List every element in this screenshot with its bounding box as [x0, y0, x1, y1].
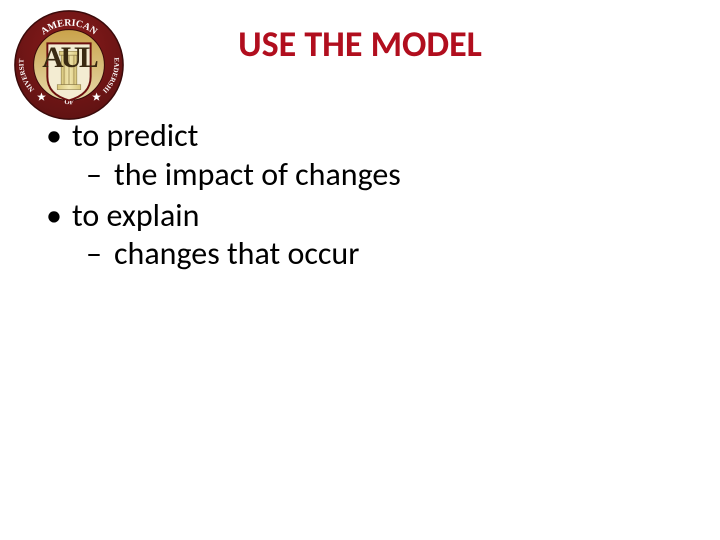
bullet-marker: • [46, 198, 72, 235]
bullet-item: • to predict [46, 118, 666, 155]
bullet-text: to explain [72, 198, 199, 235]
dash-marker: – [86, 157, 114, 194]
slide: AMERICAN UNIVERSITY LEADERSHIP OF [0, 0, 720, 540]
sub-text: the impact of changes [114, 157, 401, 194]
bullet-text: to predict [72, 118, 198, 155]
sub-text: changes that occur [114, 236, 359, 273]
bullet-marker: • [46, 118, 72, 155]
sub-item: – changes that occur [86, 236, 666, 273]
dash-marker: – [86, 236, 114, 273]
slide-body: • to predict – the impact of changes • t… [46, 118, 666, 277]
sub-item: – the impact of changes [86, 157, 666, 194]
bullet-item: • to explain [46, 198, 666, 235]
slide-title: USE THE MODEL [0, 22, 720, 66]
